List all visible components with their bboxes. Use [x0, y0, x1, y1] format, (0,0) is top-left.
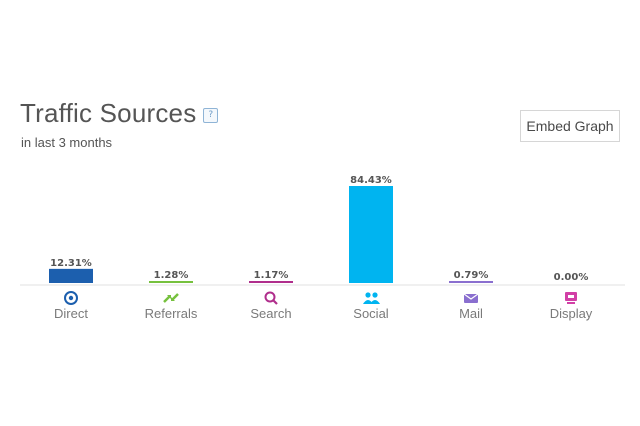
category-label-display[interactable]: Display: [550, 306, 593, 321]
referrals-icon: [163, 293, 179, 303]
bar-search[interactable]: [249, 281, 293, 283]
bar-direct[interactable]: [49, 268, 93, 283]
category-label-search[interactable]: Search: [250, 306, 291, 321]
bar-label-social: 84.43%: [350, 175, 392, 186]
bar-mail[interactable]: [449, 281, 493, 283]
title-text: Traffic Sources: [20, 98, 197, 128]
search-icon: [264, 291, 278, 305]
subtitle: in last 3 months: [21, 135, 113, 150]
display-icon: [565, 292, 577, 304]
category-label-referrals[interactable]: Referrals: [145, 306, 198, 321]
mail-icon: [463, 293, 479, 303]
bar-label-referrals: 1.28%: [154, 270, 189, 281]
social-icon: [363, 292, 380, 304]
bar-label-display: 0.00%: [554, 272, 589, 283]
direct-icon: [64, 291, 78, 305]
bar-referrals[interactable]: [149, 281, 193, 283]
category-label-direct[interactable]: Direct: [54, 306, 88, 321]
bar-label-search: 1.17%: [254, 270, 289, 281]
bar-label-direct: 12.31%: [50, 258, 92, 269]
bars-layer: 12.31% Direct 1.28% Referrals 1.17% Search 84.…: [49, 175, 593, 321]
category-label-mail[interactable]: Mail: [459, 306, 483, 321]
embed-graph-button[interactable]: Embed Graph: [520, 110, 620, 142]
category-label-social[interactable]: Social: [353, 306, 389, 321]
icons-layer: [64, 291, 577, 305]
bar-social[interactable]: [349, 186, 393, 283]
bar-label-mail: 0.79%: [454, 270, 489, 281]
help-icon[interactable]: ?: [203, 108, 219, 123]
page-title: Traffic Sources ?: [20, 98, 219, 129]
